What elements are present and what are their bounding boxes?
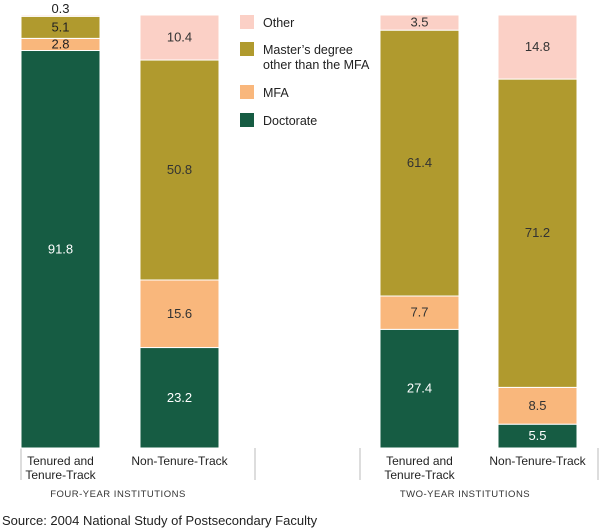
category-label: Tenured and <box>386 454 453 468</box>
value-label: 27.4 <box>407 381 432 396</box>
value-label: 14.8 <box>525 39 550 54</box>
group-label: TWO-YEAR INSTITUTIONS <box>400 489 530 500</box>
value-label: 5.5 <box>528 428 546 443</box>
category-label: Tenure-Track <box>25 468 96 482</box>
bar-segment <box>497 78 578 388</box>
value-label: 23.2 <box>167 390 192 405</box>
bar-segment <box>139 59 220 281</box>
value-label: 2.8 <box>51 36 69 51</box>
bar-segment <box>379 328 460 449</box>
legend-swatch <box>240 15 254 29</box>
bar-segment <box>379 295 460 330</box>
bar-segment <box>139 347 220 449</box>
source-note: Source: 2004 National Study of Postsecon… <box>2 513 318 528</box>
value-label: 71.2 <box>525 225 550 240</box>
bar-segment <box>139 14 220 61</box>
bar-segment <box>139 279 220 349</box>
bar-segment <box>379 29 460 297</box>
value-label: 5.1 <box>51 19 69 34</box>
value-label: 91.8 <box>48 241 73 256</box>
legend-swatch <box>240 113 254 127</box>
bar-segment <box>20 14 101 17</box>
legend-swatch <box>240 85 254 99</box>
bar-segment <box>379 14 460 31</box>
category-label: Tenure-Track <box>384 468 455 482</box>
legend-label: Other <box>263 16 294 30</box>
value-label: 15.6 <box>167 306 192 321</box>
category-label: Non-Tenure-Track <box>489 454 586 468</box>
value-label: 10.4 <box>167 30 192 45</box>
value-labels: 91.8 2.8 5.1 0.3 23.2 15.6 50.8 10.4 27.4 7.7 61.4… <box>48 1 550 443</box>
value-label: 0.3 <box>51 1 69 16</box>
legend-swatch <box>240 42 254 56</box>
legend-label: Doctorate <box>263 114 317 128</box>
legend-label: Master’s degree other than the MFA <box>263 43 370 72</box>
value-label: 8.5 <box>528 398 546 413</box>
value-label: 61.4 <box>407 155 432 170</box>
category-label: Non-Tenure-Track <box>131 454 228 468</box>
bar-segment <box>20 50 101 449</box>
bar-segments <box>20 14 578 449</box>
category-label: Tenured and <box>27 454 94 468</box>
bar-segment <box>497 14 578 80</box>
group-label: FOUR-YEAR INSTITUTIONS <box>50 489 186 500</box>
legend-label: MFA <box>263 86 289 100</box>
axis-separators <box>20 448 599 480</box>
group-labels: FOUR-YEAR INSTITUTIONS TWO-YEAR INSTITUTI… <box>50 489 530 500</box>
value-label: 7.7 <box>410 305 428 320</box>
value-label: 50.8 <box>167 162 192 177</box>
legend: Other Master’s degree other than the MFA MF… <box>240 15 370 128</box>
value-label: 3.5 <box>410 15 428 30</box>
